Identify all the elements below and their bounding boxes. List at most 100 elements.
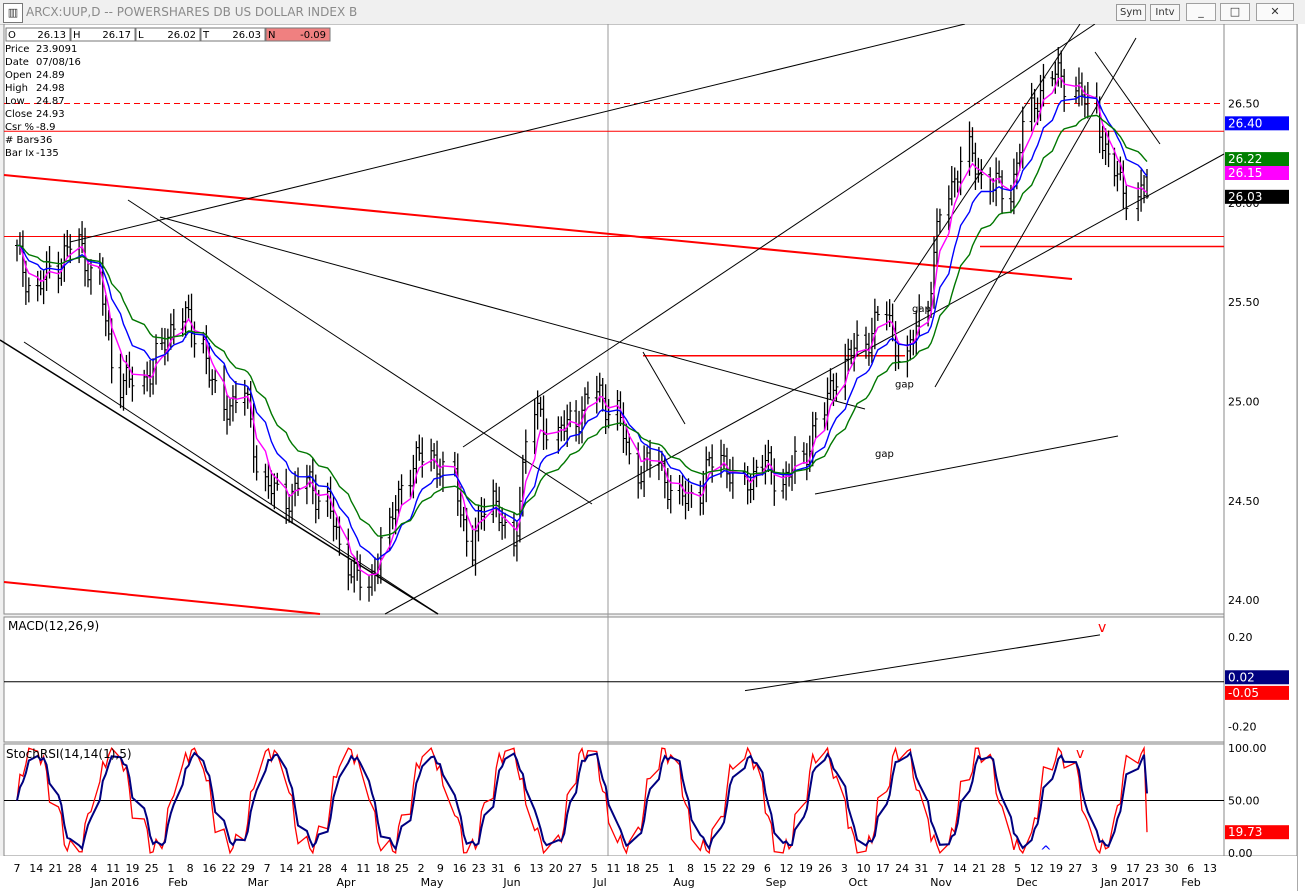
day-tick-label: 7 <box>264 862 271 875</box>
day-tick-label: 22 <box>222 862 236 875</box>
day-tick-label: 19 <box>1049 862 1063 875</box>
side-panel <box>1297 24 1305 891</box>
app-icon[interactable]: ▥ <box>3 3 23 23</box>
quote-field-value: 26.17 <box>102 30 131 41</box>
day-tick-label: 23 <box>1145 862 1159 875</box>
stoch-k-line <box>16 745 1148 855</box>
data-window-value: 24.93 <box>36 109 65 120</box>
trendline <box>23 341 439 615</box>
day-tick-label: 6 <box>1187 862 1194 875</box>
close-icon[interactable]: ✕ <box>1256 3 1294 21</box>
day-tick-label: 24 <box>895 862 909 875</box>
stoch-value-label: 19.73 <box>1228 825 1262 839</box>
day-tick-label: 27 <box>568 862 582 875</box>
minimize-icon[interactable]: _ <box>1186 3 1216 21</box>
sym-button[interactable]: Sym <box>1116 4 1146 21</box>
trendline <box>1094 51 1161 145</box>
day-tick-label: 12 <box>780 862 794 875</box>
gap-annotation: gap <box>875 449 894 460</box>
trendline <box>159 216 866 410</box>
data-window-value: -8.9 <box>36 122 56 133</box>
day-tick-label: 20 <box>549 862 563 875</box>
day-tick-label: 3 <box>1091 862 1098 875</box>
data-window-label: # Bars <box>5 135 39 146</box>
price-tick-label: 24.50 <box>1228 495 1260 508</box>
gap-annotation: gap <box>895 380 914 391</box>
day-tick-label: 25 <box>395 862 409 875</box>
day-tick-label: 25 <box>145 862 159 875</box>
macd-tick-label: 0.20 <box>1228 631 1253 644</box>
data-window-label: Csr % <box>5 122 34 133</box>
day-tick-label: 28 <box>318 862 332 875</box>
data-window-label: Low <box>5 96 25 107</box>
day-tick-label: 1 <box>167 862 174 875</box>
day-tick-label: 13 <box>1203 862 1217 875</box>
ma-mid-line <box>16 95 1148 561</box>
ma-slow-line <box>16 114 1148 537</box>
day-tick-label: 18 <box>376 862 390 875</box>
day-tick-label: 1 <box>668 862 675 875</box>
stoch-label: StochRSI(14,14(1),5) <box>6 747 132 761</box>
chart-canvas[interactable]: gapgapgap26.5026.0025.5025.0024.5024.002… <box>0 24 1297 891</box>
stoch-value-box <box>1225 825 1289 840</box>
month-tick-label: May <box>421 876 444 889</box>
day-tick-label: 14 <box>953 862 967 875</box>
day-tick-label: 21 <box>48 862 62 875</box>
day-tick-label: 12 <box>1030 862 1044 875</box>
trendline <box>642 351 686 425</box>
quote-field-label: H <box>73 30 81 41</box>
price-tick-label: 26.50 <box>1228 97 1260 110</box>
day-tick-label: 7 <box>14 862 21 875</box>
price-tick-label: 25.00 <box>1228 395 1260 408</box>
price-value-label: 26.40 <box>1228 116 1262 130</box>
data-window-label: High <box>5 83 28 94</box>
price-value-box <box>1225 152 1289 167</box>
data-window-value: -36 <box>36 135 52 146</box>
day-tick-label: 9 <box>1110 862 1117 875</box>
macd-trendline <box>744 634 1101 692</box>
data-window-label: Price <box>5 44 29 55</box>
day-tick-label: 31 <box>914 862 928 875</box>
day-tick-label: 4 <box>90 862 97 875</box>
price-tick-label: 24.00 <box>1228 594 1260 607</box>
day-tick-label: 21 <box>972 862 986 875</box>
day-tick-label: 22 <box>722 862 736 875</box>
day-tick-label: 27 <box>1068 862 1082 875</box>
price-value-label: 26.03 <box>1228 190 1262 204</box>
day-tick-label: 23 <box>472 862 486 875</box>
day-tick-label: 18 <box>626 862 640 875</box>
day-tick-label: 16 <box>453 862 467 875</box>
day-tick-label: 2 <box>418 862 425 875</box>
month-tick-label: Jun <box>502 876 520 889</box>
day-tick-label: 4 <box>341 862 348 875</box>
stoch-tick-label: 100.00 <box>1228 742 1267 755</box>
day-tick-label: 28 <box>991 862 1005 875</box>
channel-line <box>0 339 439 615</box>
day-tick-label: 8 <box>687 862 694 875</box>
quote-cell <box>200 27 266 42</box>
quote-field-value: 26.03 <box>232 30 261 41</box>
month-tick-label: Sep <box>766 876 787 889</box>
quote-field-label: N <box>268 30 275 41</box>
trendline <box>934 37 1137 388</box>
day-tick-label: 19 <box>125 862 139 875</box>
day-tick-label: 16 <box>202 862 216 875</box>
price-panel <box>3 24 1225 615</box>
macd-value-box <box>1225 685 1289 700</box>
macd-value-box <box>1225 670 1289 685</box>
month-tick-label: Jan 2017 <box>1100 876 1149 889</box>
price-value-label: 26.15 <box>1228 166 1262 180</box>
day-tick-label: 17 <box>876 862 890 875</box>
day-tick-label: 14 <box>279 862 293 875</box>
intv-button[interactable]: Intv <box>1150 4 1180 21</box>
quote-field-value: 26.13 <box>37 30 66 41</box>
macd-tick-label: -0.20 <box>1228 720 1256 733</box>
stoch-tick-label: 50.00 <box>1228 795 1260 808</box>
trendline <box>384 153 1225 615</box>
maximize-icon[interactable]: □ <box>1220 3 1250 21</box>
day-tick-label: 6 <box>514 862 521 875</box>
quote-field-value: -0.09 <box>300 30 326 41</box>
month-tick-label: Apr <box>336 876 356 889</box>
macd-value-label: 0.02 <box>1228 670 1255 684</box>
